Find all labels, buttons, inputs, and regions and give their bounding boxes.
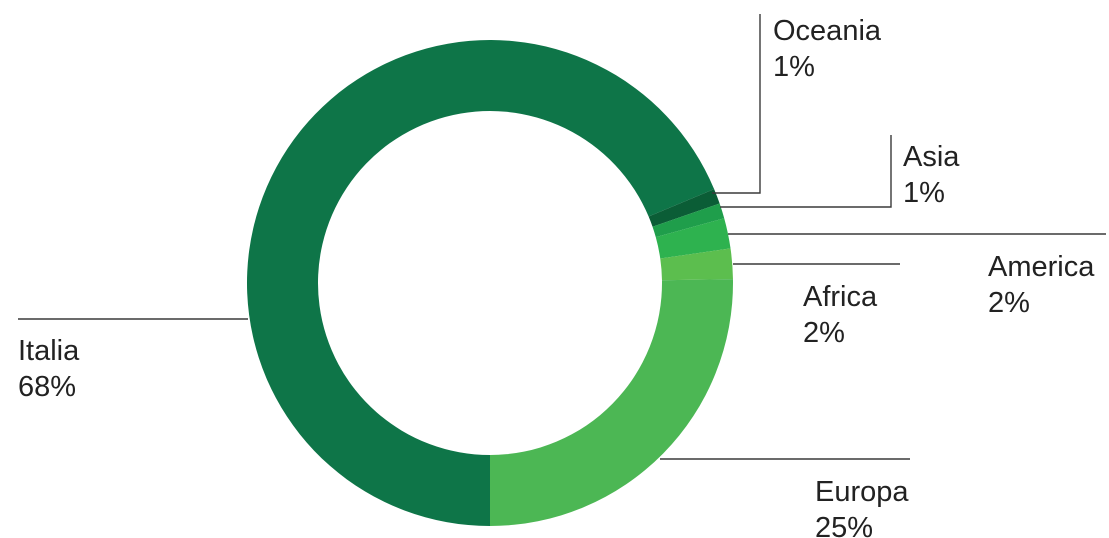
slice-name-america: America (988, 251, 1095, 283)
slice-name-africa: Africa (803, 281, 878, 313)
slice-name-asia: Asia (903, 141, 960, 173)
leader-lines-layer (18, 14, 1106, 460)
slice-asia (652, 203, 725, 238)
slice-value-europa: 25% (815, 512, 873, 538)
leader-line-asia (720, 135, 892, 208)
slice-name-oceania: Oceania (773, 15, 882, 47)
leader-line-oceania (712, 14, 761, 194)
slice-america (655, 218, 731, 259)
slices-layer (246, 40, 734, 526)
slice-name-italia: Italia (18, 335, 80, 367)
slice-italia (246, 40, 715, 526)
slice-value-america: 2% (988, 287, 1030, 319)
slice-value-oceania: 1% (773, 51, 815, 83)
slice-africa (660, 248, 733, 281)
labels-layer: Italia 68% Oceania 1% Asia 1% America 2% Africa 2… (18, 15, 1095, 538)
slice-value-asia: 1% (903, 177, 945, 209)
slice-europa (490, 279, 734, 526)
slice-name-europa: Europa (815, 476, 909, 508)
slice-value-africa: 2% (803, 317, 845, 349)
slice-oceania (648, 189, 720, 227)
slice-value-italia: 68% (18, 371, 76, 403)
